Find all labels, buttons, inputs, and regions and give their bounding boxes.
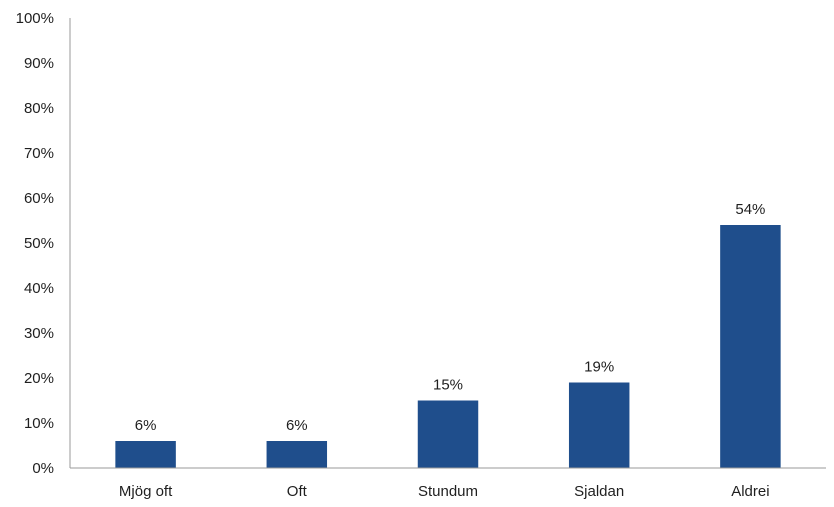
bar — [720, 225, 781, 468]
bar — [115, 441, 176, 468]
data-label: 19% — [584, 359, 614, 376]
y-axis: 0% 10% 20% 30% 40% 50% 60% 70% 80% 90% 100% — [16, 10, 71, 477]
y-tick-label: 100% — [16, 10, 54, 27]
x-axis: Mjög oft Oft Stundum Sjaldan Aldrei — [70, 467, 826, 500]
data-label: 15% — [433, 377, 463, 394]
x-tick-label: Aldrei — [731, 483, 769, 500]
y-tick-label: 80% — [24, 100, 54, 117]
y-tick-label: 0% — [32, 460, 54, 477]
data-label: 6% — [135, 417, 157, 434]
data-label: 6% — [286, 417, 308, 434]
y-tick-label: 60% — [24, 190, 54, 207]
bar — [568, 382, 630, 468]
y-tick-label: 20% — [24, 370, 54, 387]
bar — [417, 400, 479, 468]
y-tick-label: 40% — [24, 280, 54, 297]
y-tick-label: 70% — [24, 145, 54, 162]
x-tick-label: Stundum — [418, 483, 478, 500]
y-tick-label: 30% — [24, 325, 54, 342]
y-tick-label: 50% — [24, 235, 54, 252]
y-tick-label: 10% — [24, 415, 54, 432]
data-label: 54% — [735, 201, 765, 218]
y-tick-label: 90% — [24, 55, 54, 72]
bar — [266, 441, 328, 468]
x-tick-label: Mjög oft — [119, 483, 173, 500]
bars: 6% 6% 15% 19% 54% — [115, 201, 781, 468]
x-tick-label: Sjaldan — [574, 483, 624, 500]
x-tick-label: Oft — [287, 483, 308, 500]
